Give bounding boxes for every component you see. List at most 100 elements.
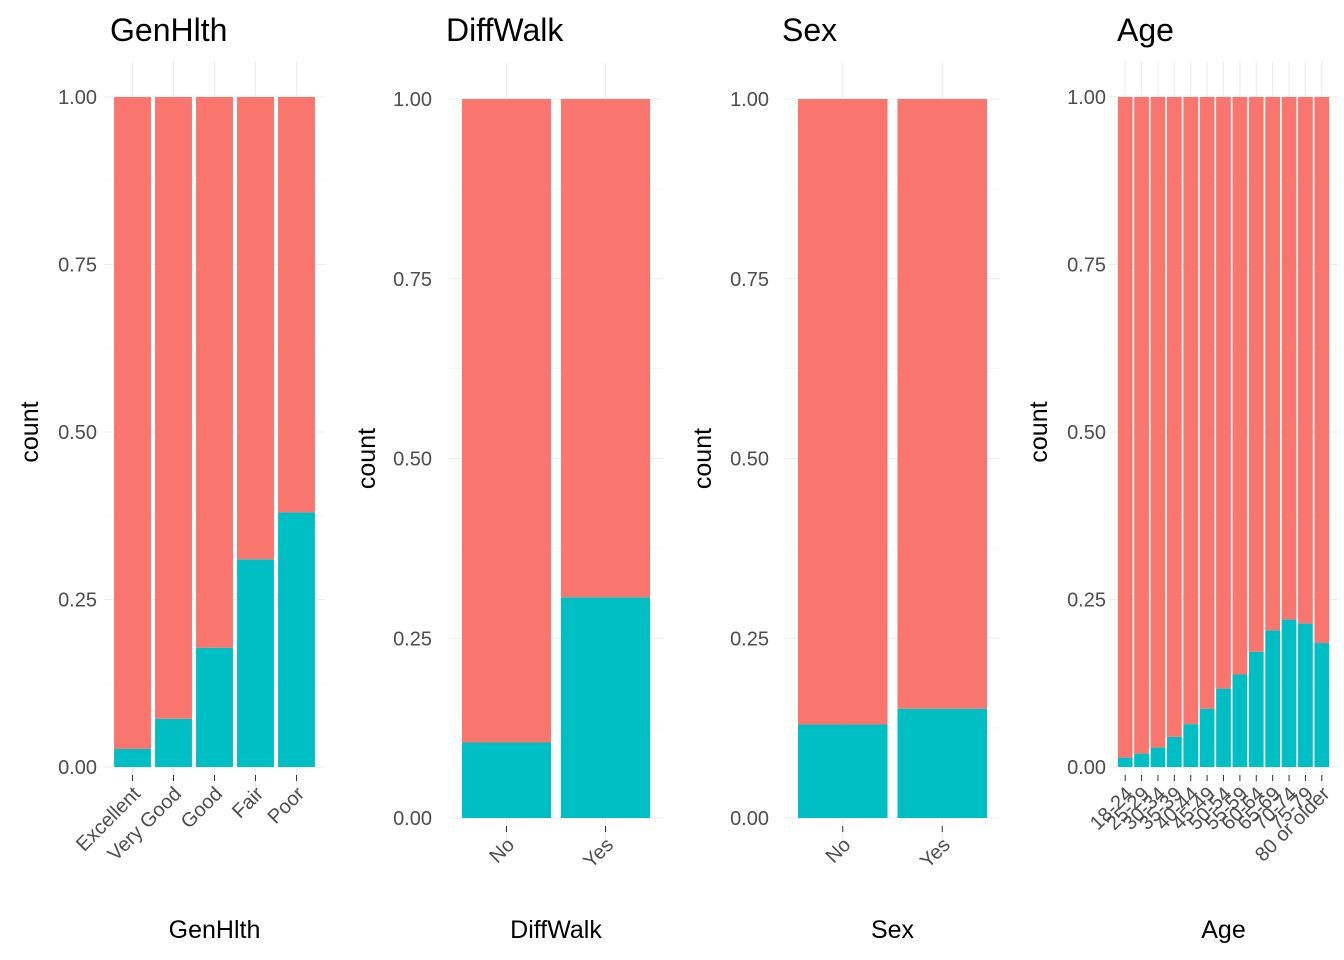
y-tick-label: 0.50 bbox=[730, 449, 769, 471]
panel-title: Age bbox=[1117, 12, 1174, 48]
bar-genhlth-excellent-upper bbox=[114, 97, 151, 749]
y-tick-label: 1.00 bbox=[730, 89, 769, 111]
panel-title: GenHlth bbox=[110, 12, 227, 48]
bar-sex-no-lower bbox=[797, 724, 888, 818]
bar-age-70-74-upper bbox=[1281, 97, 1297, 620]
x-axis-ticks: 18-2425-2930-3435-3940-4445-4950-5455-59… bbox=[1086, 775, 1335, 866]
bar-age-40-44-lower bbox=[1183, 724, 1199, 767]
bar-age-60-64-lower bbox=[1248, 651, 1264, 767]
bars bbox=[797, 99, 988, 818]
x-tick-label: No bbox=[822, 834, 856, 868]
y-tick-label: 0.00 bbox=[58, 757, 97, 779]
x-tick-label: Fair bbox=[228, 783, 268, 823]
bar-age-55-59-upper bbox=[1232, 97, 1248, 675]
y-tick-label: 1.00 bbox=[1067, 87, 1106, 109]
bar-age-30-34-lower bbox=[1150, 747, 1166, 767]
y-axis-title: count bbox=[689, 428, 717, 489]
bar-genhlth-fair-lower bbox=[237, 559, 274, 767]
y-axis-ticks: 0.00 0.25 0.50 0.75 1.00 bbox=[1067, 87, 1106, 779]
bar-diffwalk-yes-upper bbox=[560, 99, 651, 598]
panel-title: DiffWalk bbox=[446, 12, 564, 48]
y-axis-title: count bbox=[353, 428, 381, 489]
bar-age-45-49-lower bbox=[1199, 708, 1215, 767]
panel-age: 0.00 0.25 0.50 0.75 1.00 18-2425-2930-3435-39… bbox=[1025, 12, 1338, 944]
y-tick-label: 0.25 bbox=[730, 628, 769, 650]
bar-genhlth-poor-lower bbox=[278, 512, 315, 767]
y-tick-label: 0.75 bbox=[393, 269, 432, 291]
bar-age-80-or-older-lower bbox=[1314, 643, 1330, 767]
y-tick-label: 0.25 bbox=[1067, 590, 1106, 612]
bar-age-65-69-upper bbox=[1265, 97, 1281, 631]
y-tick-label: 1.00 bbox=[393, 89, 432, 111]
bar-sex-no-upper bbox=[797, 99, 888, 725]
bar-diffwalk-no-upper bbox=[461, 99, 552, 743]
bar-age-75-79-upper bbox=[1298, 97, 1313, 624]
y-axis-ticks: 0.00 0.25 0.50 0.75 1.00 bbox=[393, 89, 432, 830]
y-axis-ticks: 0.00 0.25 0.50 0.75 1.00 bbox=[730, 89, 769, 830]
bar-age-25-29-upper bbox=[1134, 97, 1149, 754]
x-tick-label: Poor bbox=[264, 783, 310, 829]
y-tick-label: 0.00 bbox=[1067, 757, 1106, 779]
bars bbox=[461, 99, 651, 818]
bar-age-35-39-lower bbox=[1166, 736, 1182, 767]
bar-age-25-29-lower bbox=[1134, 753, 1149, 767]
bars bbox=[114, 97, 315, 767]
bar-age-40-44-upper bbox=[1183, 97, 1199, 725]
x-axis-ticks: No Yes bbox=[822, 826, 955, 873]
bar-age-50-54-upper bbox=[1216, 97, 1231, 689]
bar-genhlth-poor-upper bbox=[278, 97, 315, 513]
bar-age-75-79-lower bbox=[1298, 623, 1313, 767]
bar-age-70-74-lower bbox=[1281, 619, 1297, 767]
bar-age-80-or-older-upper bbox=[1314, 97, 1330, 644]
bar-age-45-49-upper bbox=[1199, 97, 1215, 709]
x-tick-label: No bbox=[485, 834, 519, 868]
bar-genhlth-very-good-lower bbox=[155, 718, 192, 767]
x-axis-title: DiffWalk bbox=[510, 916, 602, 944]
y-axis-title: count bbox=[16, 401, 44, 462]
panel-sex: 0.00 0.25 0.50 0.75 1.00 No Yes Sex count Sex bbox=[689, 12, 1000, 944]
y-tick-label: 0.75 bbox=[730, 269, 769, 291]
x-tick-label: Yes bbox=[916, 834, 955, 873]
bar-age-65-69-lower bbox=[1265, 630, 1281, 767]
bar-genhlth-very-good-upper bbox=[155, 97, 192, 719]
y-tick-label: 0.00 bbox=[730, 808, 769, 830]
bar-genhlth-fair-upper bbox=[237, 97, 274, 560]
y-axis-ticks: 0.00 0.25 0.50 0.75 1.00 bbox=[58, 87, 97, 779]
bar-age-30-34-upper bbox=[1150, 97, 1166, 748]
bar-genhlth-good-lower bbox=[196, 647, 233, 767]
bar-age-35-39-upper bbox=[1166, 97, 1182, 737]
x-axis-title: Age bbox=[1201, 916, 1245, 944]
x-tick-label: Yes bbox=[579, 834, 618, 873]
y-tick-label: 0.25 bbox=[393, 628, 432, 650]
bars bbox=[1117, 97, 1330, 767]
y-tick-label: 1.00 bbox=[58, 87, 97, 109]
y-tick-label: 0.50 bbox=[393, 449, 432, 471]
x-tick-label: Good bbox=[177, 783, 227, 833]
bar-age-50-54-lower bbox=[1216, 688, 1231, 767]
panel-title: Sex bbox=[782, 12, 837, 48]
y-tick-label: 0.25 bbox=[58, 590, 97, 612]
bar-genhlth-excellent-lower bbox=[114, 748, 151, 767]
y-tick-label: 0.75 bbox=[1067, 255, 1106, 277]
bar-diffwalk-yes-lower bbox=[560, 597, 651, 818]
bar-sex-yes-upper bbox=[897, 99, 988, 709]
panel-diffwalk: 0.00 0.25 0.50 0.75 1.00 No Yes DiffWalk count Di… bbox=[353, 12, 663, 944]
bar-age-55-59-lower bbox=[1232, 674, 1248, 767]
x-axis-title: GenHlth bbox=[169, 916, 261, 944]
y-axis-title: count bbox=[1025, 401, 1053, 462]
bar-sex-yes-lower bbox=[897, 708, 988, 818]
bar-age-18-24-lower bbox=[1117, 757, 1133, 767]
bar-genhlth-good-upper bbox=[196, 97, 233, 648]
bar-age-18-24-upper bbox=[1117, 97, 1133, 758]
y-tick-label: 0.00 bbox=[393, 808, 432, 830]
x-axis-ticks: No Yes bbox=[485, 826, 618, 873]
x-axis-title: Sex bbox=[871, 916, 915, 944]
bar-diffwalk-no-lower bbox=[461, 742, 552, 818]
bar-age-60-64-upper bbox=[1248, 97, 1264, 652]
y-tick-label: 0.50 bbox=[58, 422, 97, 444]
y-tick-label: 0.50 bbox=[1067, 422, 1106, 444]
y-tick-label: 0.75 bbox=[58, 255, 97, 277]
